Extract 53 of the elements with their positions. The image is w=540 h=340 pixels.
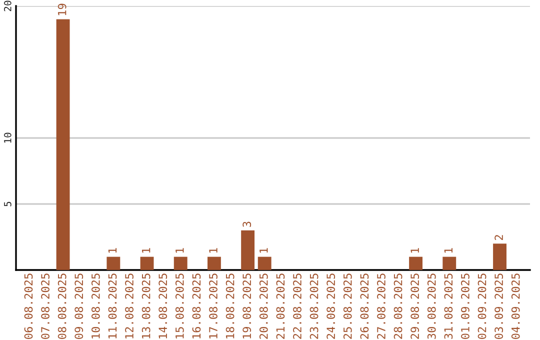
data-label: 19 bbox=[58, 4, 66, 16]
bar bbox=[207, 256, 221, 270]
data-label: 1 bbox=[260, 248, 268, 253]
x-tick-label: 29.08.2025 bbox=[410, 274, 420, 339]
y-tick-label: 20 bbox=[4, 0, 12, 12]
bar bbox=[241, 230, 255, 270]
bar bbox=[56, 19, 70, 270]
x-tick-label: 15.08.2025 bbox=[175, 274, 184, 338]
data-label: 2 bbox=[494, 235, 503, 240]
bar bbox=[442, 256, 456, 270]
x-tick-label: 08.08.2025 bbox=[58, 274, 66, 339]
x-tick-label: 16.08.2025 bbox=[192, 274, 201, 338]
data-label: 3 bbox=[242, 222, 252, 227]
y-tick-label: 10 bbox=[4, 132, 12, 143]
y-tick-label: 5 bbox=[4, 202, 12, 206]
x-tick-label: 17.08.2025 bbox=[209, 274, 218, 338]
x-tick-label: 24.08.2025 bbox=[326, 274, 336, 339]
x-tick-label: 27.08.2025 bbox=[377, 274, 386, 339]
data-label: 1 bbox=[410, 248, 419, 253]
x-tick-label: 12.08.2025 bbox=[125, 274, 134, 338]
x-tick-label: 26.08.2025 bbox=[360, 274, 369, 339]
x-tick-label: 04.09.2025 bbox=[511, 274, 520, 339]
x-tick-label: 02.09.2025 bbox=[478, 274, 486, 339]
x-tick-label: 25.08.2025 bbox=[343, 274, 352, 339]
bar bbox=[493, 244, 506, 270]
bar bbox=[174, 256, 188, 270]
x-tick-label: 10.08.2025 bbox=[91, 274, 100, 338]
data-label: 1 bbox=[176, 248, 184, 253]
data-label: 1 bbox=[209, 248, 218, 253]
x-tick-label: 22.08.2025 bbox=[293, 274, 302, 339]
data-label: 1 bbox=[142, 248, 150, 253]
x-tick-label: 13.08.2025 bbox=[142, 274, 150, 338]
x-tick-label: 20.08.2025 bbox=[259, 274, 268, 339]
x-tick-label: 11.08.2025 bbox=[108, 274, 117, 338]
x-tick-label: 23.08.2025 bbox=[310, 274, 318, 339]
bar bbox=[409, 256, 422, 270]
x-tick-label: 14.08.2025 bbox=[158, 274, 168, 338]
x-tick-label: 18.08.2025 bbox=[226, 274, 234, 338]
x-tick-label: 21.08.2025 bbox=[276, 274, 285, 339]
x-tick-label: 07.08.2025 bbox=[41, 274, 50, 339]
x-tick-label: 30.08.2025 bbox=[427, 274, 436, 339]
x-tick-label: 03.09.2025 bbox=[494, 274, 504, 339]
data-label: 1 bbox=[108, 248, 117, 253]
data-label: 1 bbox=[444, 248, 452, 253]
x-tick-label: 01.09.2025 bbox=[461, 274, 470, 339]
x-tick-label: 09.08.2025 bbox=[74, 274, 84, 339]
x-tick-label: 06.08.2025 bbox=[24, 274, 33, 339]
bar bbox=[140, 256, 154, 270]
bar bbox=[258, 256, 272, 270]
bar bbox=[106, 256, 120, 270]
x-tick-label: 28.08.2025 bbox=[394, 274, 402, 339]
x-tick-label: 31.08.2025 bbox=[444, 274, 453, 339]
x-tick-label: 19.08.2025 bbox=[242, 274, 252, 338]
